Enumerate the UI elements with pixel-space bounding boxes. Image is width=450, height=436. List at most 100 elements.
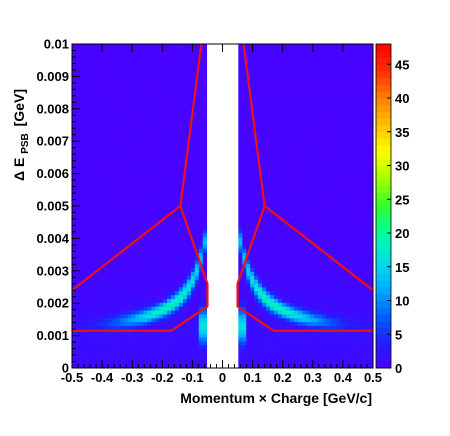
density-cell (171, 109, 176, 114)
density-cell (194, 209, 200, 215)
density-cell (361, 256, 366, 261)
density-cell (258, 182, 263, 188)
density-cell (301, 125, 307, 130)
density-cell (321, 337, 326, 342)
density-cell (202, 267, 208, 272)
density-cell (369, 105, 373, 110)
density-cell (297, 190, 303, 195)
density-cell (353, 113, 358, 118)
density-cell (163, 279, 168, 284)
density-cell (135, 341, 140, 346)
density-cell (123, 194, 128, 199)
density-cell (301, 113, 307, 118)
density-cell (345, 136, 350, 141)
density-cell (139, 94, 144, 99)
density-cell (107, 105, 112, 110)
density-cell (238, 333, 243, 338)
density-cell (357, 167, 362, 172)
density-cell (202, 333, 208, 338)
density-cell (123, 109, 128, 114)
density-cell (262, 171, 267, 176)
density-cell (285, 317, 291, 323)
density-cell (353, 321, 358, 326)
density-cell (357, 101, 362, 107)
density-cell (131, 302, 136, 307)
density-cell (242, 344, 247, 350)
density-cell (83, 98, 89, 103)
density-cell (321, 182, 326, 188)
density-cell (143, 206, 148, 211)
density-cell (131, 101, 136, 107)
density-cell (273, 267, 279, 272)
density-cell (155, 341, 160, 346)
density-cell (99, 159, 105, 164)
density-cell (305, 198, 311, 203)
density-cell (167, 306, 172, 311)
density-cell (83, 213, 89, 218)
density-cell (337, 94, 342, 99)
density-cell (361, 306, 366, 311)
density-cell (103, 179, 109, 184)
density-cell (258, 341, 263, 346)
density-cell (313, 148, 318, 153)
density-cell (178, 279, 184, 284)
density-cell (281, 279, 287, 284)
density-cell (266, 267, 271, 272)
density-cell (131, 221, 136, 226)
density-cell (250, 167, 255, 172)
density-cell (182, 198, 188, 203)
density-cell (79, 163, 85, 168)
density-cell (357, 209, 362, 215)
density-cell (194, 341, 200, 346)
density-cell (246, 337, 251, 342)
density-cell (75, 240, 81, 245)
density-cell (333, 109, 338, 114)
density-cell (353, 252, 358, 257)
density-cell (353, 175, 358, 180)
density-cell (361, 337, 366, 342)
density-cell (337, 233, 342, 238)
density-cell (289, 244, 295, 249)
density-cell (301, 167, 307, 172)
density-cell (270, 98, 275, 103)
density-cell (91, 202, 97, 207)
density-cell (301, 352, 307, 357)
density-cell (174, 194, 180, 199)
density-cell (131, 155, 136, 161)
density-cell (178, 275, 184, 280)
density-cell (357, 90, 362, 95)
density-cell (254, 167, 259, 172)
density-cell (159, 317, 164, 323)
density-cell (167, 155, 172, 161)
density-cell (345, 94, 350, 99)
density-cell (254, 252, 259, 257)
density-cell (357, 256, 362, 261)
density-cell (273, 260, 279, 265)
density-cell (75, 252, 81, 257)
density-cell (325, 140, 330, 145)
density-cell (305, 159, 311, 164)
density-cell (115, 182, 120, 188)
density-cell (333, 279, 338, 284)
density-cell (361, 117, 366, 122)
density-cell (107, 186, 112, 191)
density-cell (305, 348, 311, 353)
density-cell (178, 121, 184, 126)
density-cell (353, 171, 358, 176)
density-cell (159, 213, 164, 218)
density-cell (369, 337, 373, 342)
density-cell (369, 90, 373, 95)
density-cell (325, 179, 330, 184)
density-cell (246, 148, 251, 153)
density-cell (238, 101, 243, 107)
density-cell (127, 263, 132, 269)
density-cell (167, 314, 172, 319)
density-cell (119, 90, 124, 95)
density-cell (107, 348, 112, 353)
density-cell (273, 333, 279, 338)
density-cell (194, 117, 200, 122)
density-cell (258, 275, 263, 280)
density-cell (75, 344, 81, 350)
density-cell (147, 117, 152, 122)
density-cell (317, 337, 322, 342)
